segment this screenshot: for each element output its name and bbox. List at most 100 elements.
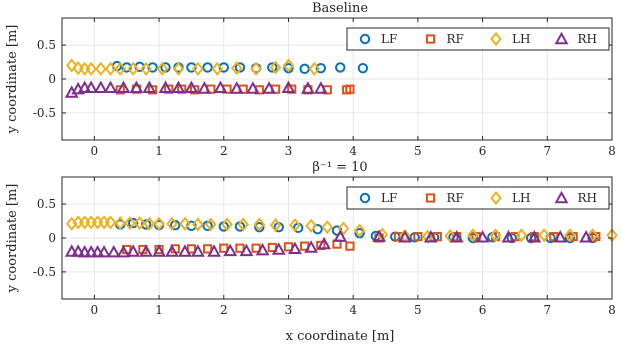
marker-rh [262, 81, 276, 94]
marker-rh [116, 244, 131, 258]
legend-label-rf: RF [447, 32, 464, 46]
marker-rf [345, 84, 355, 94]
legend-marker-rh [554, 31, 569, 45]
marker-rh [106, 244, 121, 258]
legend-marker-lf [359, 33, 371, 45]
marker-rh [97, 244, 111, 258]
x-tick-label: 4 [349, 144, 357, 158]
plot-title: Baseline [312, 1, 368, 16]
data-marks [64, 58, 369, 98]
marker-rh [103, 80, 118, 94]
legend-box [346, 27, 610, 51]
x-tick-label: 8 [608, 303, 616, 317]
marker-rh [213, 80, 228, 94]
x-tick-label: 2 [220, 144, 228, 158]
marker-lh [221, 217, 233, 232]
marker-rh [77, 244, 92, 258]
y-tick-label: 0 [48, 231, 56, 245]
marker-rh [501, 230, 516, 243]
marker-lh [564, 228, 576, 243]
marker-rh [229, 81, 244, 94]
legend-marker-rh [554, 190, 569, 204]
marker-rh [129, 80, 144, 94]
marker-rf [190, 85, 200, 95]
marker-lh [353, 223, 366, 238]
marker-rf [115, 85, 125, 95]
marker-lh [250, 61, 262, 76]
marker-rh [126, 244, 141, 257]
marker-lh [321, 220, 334, 235]
y-tick-label: 0 [48, 72, 56, 86]
marker-lf [335, 62, 346, 73]
y-axis-label: y coordinate [m] [5, 25, 20, 135]
marker-rh [475, 230, 490, 243]
marker-rh [165, 244, 179, 257]
marker-lh [282, 58, 295, 73]
tick-labels: 0 1 2 3 4 5 6 7 8 -0.5 0 0.5 [33, 177, 616, 317]
marker-lh [104, 61, 117, 76]
y-tick-label: 0.5 [37, 38, 56, 52]
marker-rh [527, 230, 542, 243]
marker-rh [84, 80, 99, 94]
marker-rh [398, 230, 412, 243]
marker-lf [315, 62, 327, 74]
legend-marker-rf [425, 193, 436, 203]
x-tick-label: 2 [220, 303, 228, 317]
marker-lf [267, 62, 278, 73]
marker-rh [288, 241, 302, 255]
marker-lh [211, 61, 224, 76]
marker-rh [84, 244, 99, 258]
marker-lh [172, 61, 185, 76]
y-tick-label: -0.5 [33, 265, 56, 279]
x-tick-label: 5 [414, 303, 422, 317]
marker-rf [345, 241, 355, 251]
marker-rh [171, 80, 186, 94]
marker-rh [139, 244, 154, 257]
marker-rh [77, 80, 92, 94]
x-tick-label: 3 [285, 144, 293, 158]
marker-rh [178, 244, 192, 257]
marker-lh [253, 217, 266, 232]
marker-rh [142, 80, 157, 94]
marker-rh [304, 240, 319, 253]
marker-rh [449, 230, 464, 243]
marker-lh [124, 216, 136, 231]
x-tick-label: 6 [479, 303, 487, 317]
marker-rh [190, 244, 205, 257]
marker-rh [271, 242, 286, 255]
marker-rh [300, 81, 315, 94]
tick-labels: 0 1 2 3 4 5 6 7 8 -0.5 0 0.5 [33, 18, 616, 158]
marker-lh [205, 217, 217, 232]
marker-lh [133, 216, 146, 231]
marker-lh [114, 216, 127, 231]
marker-lh [305, 218, 317, 233]
marker-lh [269, 60, 282, 75]
marker-rh [281, 80, 296, 94]
marker-rh [553, 230, 568, 243]
x-tick-label: 7 [543, 303, 551, 317]
marker-rf [186, 244, 197, 254]
y-axis-label: y coordinate [m] [5, 184, 20, 294]
marker-lh [192, 217, 204, 232]
marker-rf [147, 85, 158, 95]
marker-rh [64, 244, 79, 257]
legend-label-lf: LF [381, 32, 397, 46]
marker-lf [127, 217, 139, 229]
marker-rh [71, 244, 86, 257]
marker-rh [90, 244, 105, 258]
marker-lf [202, 62, 213, 73]
marker-lh [114, 61, 127, 76]
marker-lh [586, 228, 599, 243]
legend-box [346, 186, 610, 210]
marker-rh [93, 80, 108, 94]
x-tick-label: 3 [285, 303, 293, 317]
marker-rh [333, 229, 348, 242]
marker-lh [467, 228, 479, 243]
plot-baseline: Baseline 0 1 2 3 4 5 6 7 8 -0.5 0 0.5 y coordinate … [5, 1, 616, 158]
legend-marker-rf [425, 34, 436, 44]
legend-label-rf: RF [447, 191, 464, 205]
marker-lf [234, 62, 246, 73]
x-tick-label: 1 [155, 144, 163, 158]
x-tick-label: 4 [349, 303, 357, 317]
x-tick-label: 1 [155, 303, 163, 317]
